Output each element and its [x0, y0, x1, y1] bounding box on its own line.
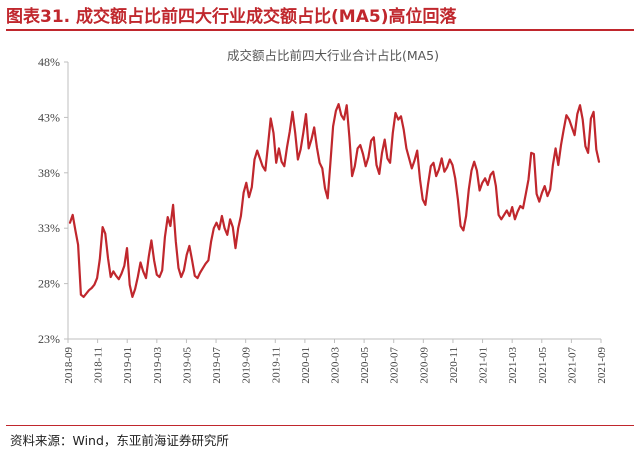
x-tick-label: 2021-03: [507, 347, 519, 384]
x-tick-label: 2019-01: [122, 347, 134, 384]
x-tick-label: 2020-03: [330, 347, 342, 384]
y-tick-label: 33%: [38, 221, 60, 235]
x-tick-label: 2020-09: [418, 347, 430, 384]
y-tick-label: 43%: [38, 110, 60, 124]
x-tick-label: 2021-07: [566, 347, 578, 384]
y-tick-label: 23%: [38, 332, 60, 346]
x-tick-label: 2021-09: [596, 347, 608, 384]
x-tick-label: 2019-05: [181, 347, 193, 384]
x-tick-label: 2020-01: [300, 347, 312, 384]
x-tick-label: 2021-01: [478, 347, 490, 384]
chart-title: 成交额占比前四大行业合计占比(MA5): [227, 48, 439, 63]
x-tick-label: 2020-07: [389, 347, 401, 384]
source-rule: [6, 425, 634, 426]
y-tick-label: 28%: [38, 277, 60, 291]
x-axis-ticks: 2018-09 2018-11 2019-01 2019-03 2019-05 2019-…: [63, 339, 608, 384]
y-axis-ticks: 48% 43% 38% 33% 28% 23%: [38, 55, 68, 346]
figure-title: 图表31. 成交额占比前四大行业成交额占比(MA5)高位回落: [6, 7, 457, 27]
line-chart: 成交额占比前四大行业合计占比(MA5) 48% 43% 38% 33% 28% 23% 2…: [38, 48, 608, 384]
source-note: 资料来源：Wind，东亚前海证券研究所: [10, 433, 229, 448]
y-tick-label: 38%: [38, 166, 60, 180]
x-tick-label: 2019-07: [211, 347, 223, 384]
x-tick-label: 2019-11: [270, 347, 282, 383]
series-line: [68, 103, 601, 298]
x-tick-label: 2018-09: [63, 347, 75, 384]
x-tick-label: 2021-05: [537, 347, 549, 384]
x-tick-label: 2020-11: [448, 347, 460, 383]
x-tick-label: 2018-11: [93, 347, 105, 383]
y-tick-label: 48%: [38, 55, 60, 69]
title-rule: [6, 29, 634, 31]
x-tick-label: 2019-09: [241, 347, 253, 384]
x-tick-label: 2020-05: [359, 347, 371, 384]
x-tick-label: 2019-03: [152, 347, 164, 384]
